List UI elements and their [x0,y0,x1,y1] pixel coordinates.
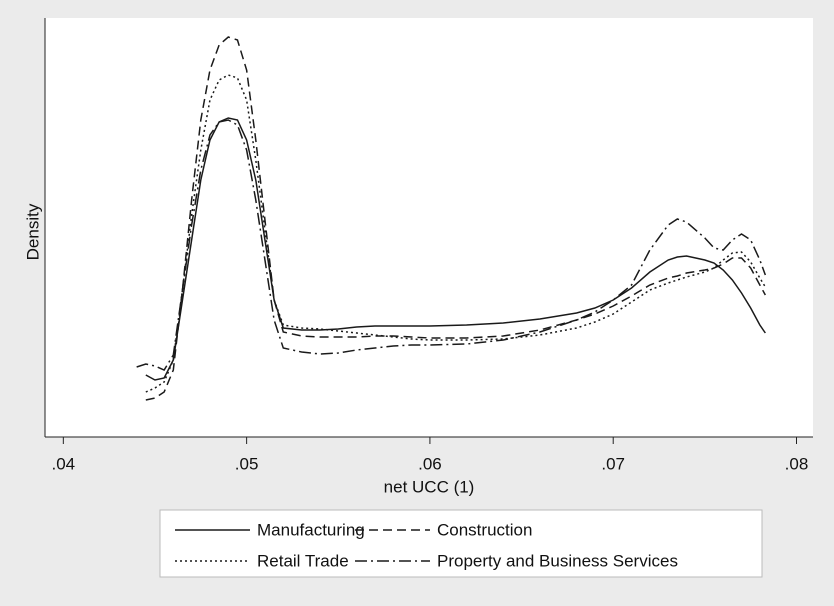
plot-area [45,18,813,437]
x-tick-label: .07 [601,454,625,473]
legend-label: Property and Business Services [437,551,678,570]
x-tick-label: .05 [235,454,259,473]
legend-label: Manufacturing [257,520,365,539]
legend-box [159,509,763,578]
legend-label: Retail Trade [257,551,349,570]
x-tick-label: .04 [52,454,76,473]
x-tick-label: .06 [418,454,442,473]
x-tick-label: .08 [785,454,809,473]
y-axis-label: Density [23,203,42,260]
legend-label: Construction [437,520,532,539]
density-line [145,36,766,401]
x-axis-label: net UCC (1) [384,477,475,496]
density-line [145,117,766,381]
